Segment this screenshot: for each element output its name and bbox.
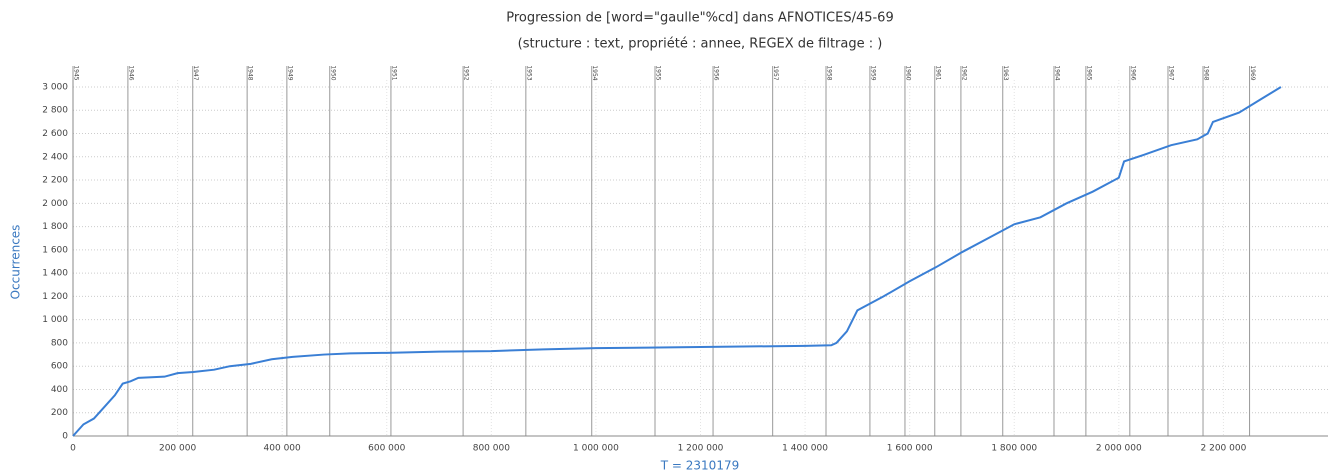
x-tick-label: 800 000 (473, 444, 510, 454)
year-label: 1955 (655, 65, 662, 80)
x-tick-label: 1 200 000 (678, 444, 724, 454)
year-label: 1957 (772, 65, 779, 80)
x-tick-label: 0 (70, 444, 76, 454)
year-label: 1964 (1053, 65, 1060, 80)
year-label: 1968 (1203, 65, 1210, 80)
y-tick-label: 2 200 (42, 176, 68, 186)
chart-subtitle: (structure : text, propriété : annee, RE… (518, 37, 883, 52)
year-label: 1969 (1249, 65, 1256, 80)
year-label: 1945 (73, 65, 80, 80)
year-label: 1952 (463, 65, 470, 80)
y-tick-label: 1 800 (42, 222, 68, 232)
year-label: 1965 (1085, 65, 1092, 80)
y-tick-label: 0 (62, 432, 68, 442)
y-tick-label: 2 400 (42, 152, 68, 162)
x-axis-label: T = 2310179 (660, 459, 739, 473)
y-tick-label: 1 600 (42, 245, 68, 255)
year-label: 1948 (247, 65, 254, 80)
year-label: 1966 (1129, 65, 1136, 80)
x-tick-label: 1 000 000 (573, 444, 619, 454)
year-label: 1960 (904, 65, 911, 80)
y-axis-label: Occurrences (9, 225, 23, 300)
y-tick-label: 600 (51, 362, 68, 372)
x-tick-label: 1 600 000 (887, 444, 933, 454)
year-label: 1951 (390, 65, 397, 80)
y-tick-label: 1 400 (42, 269, 68, 279)
y-tick-label: 800 (51, 338, 68, 348)
x-tick-label: 1 400 000 (782, 444, 828, 454)
x-tick-label: 1 800 000 (991, 444, 1037, 454)
year-label: 1954 (591, 65, 598, 80)
year-label: 1950 (329, 65, 336, 80)
y-tick-label: 1 200 (42, 292, 68, 302)
year-label: 1946 (127, 65, 134, 80)
y-tick-label: 1 000 (42, 315, 68, 325)
year-label: 1962 (960, 65, 967, 80)
y-tick-label: 400 (51, 385, 68, 395)
line-series (72, 86, 1282, 437)
x-tick-label: 400 000 (264, 444, 301, 454)
x-tick-label: 200 000 (159, 444, 196, 454)
year-label: 1956 (713, 65, 720, 80)
y-tick-label: 3 000 (42, 82, 68, 92)
year-label: 1963 (1002, 65, 1009, 80)
y-tick-label: 2 800 (42, 106, 68, 116)
year-label: 1949 (286, 65, 293, 80)
year-label: 1961 (934, 65, 941, 80)
y-tick-label: 2 600 (42, 129, 68, 139)
chart-title: Progression de [word="gaulle"%cd] dans A… (506, 11, 893, 26)
y-tick-label: 200 (51, 408, 68, 418)
year-label: 1967 (1167, 65, 1174, 80)
year-label: 1947 (192, 65, 199, 80)
x-tick-label: 2 200 000 (1201, 444, 1247, 454)
year-label: 1958 (826, 65, 833, 80)
year-label: 1959 (869, 65, 876, 80)
x-tick-label: 2 000 000 (1096, 444, 1142, 454)
y-tick-label: 2 000 (42, 199, 68, 209)
year-label: 1953 (525, 65, 532, 80)
x-tick-label: 600 000 (368, 444, 405, 454)
